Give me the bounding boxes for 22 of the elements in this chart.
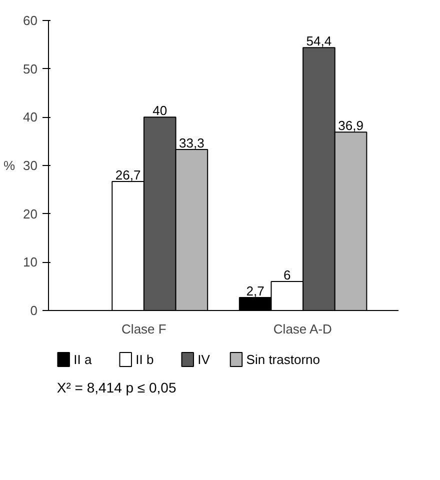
y-tick-label: 20 [23, 206, 38, 222]
y-tick-label: 30 [23, 158, 38, 173]
y-tick-label: 0 [30, 303, 38, 318]
y-tick-label: 60 [23, 13, 38, 28]
legend-label: II b [136, 352, 154, 367]
data-label: 2,7 [246, 283, 264, 298]
legend-label: II a [74, 352, 92, 367]
y-tick-label: 40 [23, 110, 38, 125]
legend-label: Sin trastorno [246, 352, 320, 367]
data-label: 6 [284, 268, 291, 282]
y-tick-label: 50 [23, 61, 38, 76]
data-label: 40 [152, 103, 168, 118]
data-label: 33,3 [179, 136, 204, 151]
y-tick-label: 10 [23, 254, 38, 270]
data-label: 36,9 [338, 118, 364, 134]
text: X² = 8,414 p ≤ 0,05 [56, 380, 176, 396]
x-tick-label: Clase A-D [273, 322, 332, 336]
data-label: 26,7 [115, 167, 141, 182]
y-axis-title: % [3, 158, 16, 173]
legend-label: IV [198, 352, 210, 367]
data-label: 54,4 [306, 34, 332, 49]
x-tick-label: Clase F [122, 322, 166, 336]
